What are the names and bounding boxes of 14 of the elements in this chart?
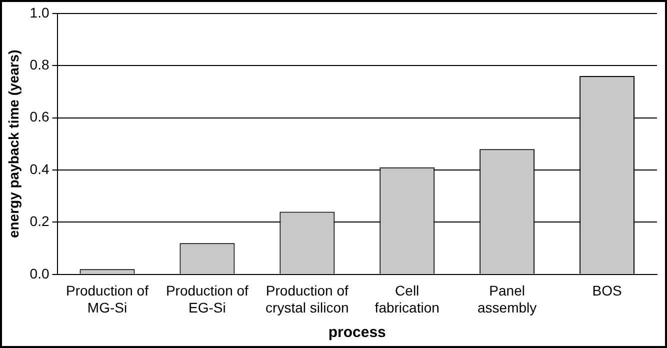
x-tick-label: Panel assembly xyxy=(477,282,537,316)
x-tick-label: Production of crystal silicon xyxy=(266,282,349,316)
y-tick-label: 0.8 xyxy=(30,56,50,72)
x-tick-label: BOS xyxy=(592,282,622,299)
x-tick-label: Cell fabrication xyxy=(374,282,440,316)
x-tick-label: Production of MG-Si xyxy=(66,282,149,316)
y-axis-title: energy payback time (years) xyxy=(5,50,22,238)
y-tick-label: 0.2 xyxy=(30,213,50,230)
y-tick-label: 1.0 xyxy=(30,4,50,20)
y-tick-label: 0.0 xyxy=(30,265,50,282)
x-axis-title: process xyxy=(328,324,386,342)
y-tick-label: 0.6 xyxy=(30,108,50,125)
y-tick-label: 0.4 xyxy=(30,160,50,177)
x-tick-label: Production of EG-Si xyxy=(166,282,249,316)
